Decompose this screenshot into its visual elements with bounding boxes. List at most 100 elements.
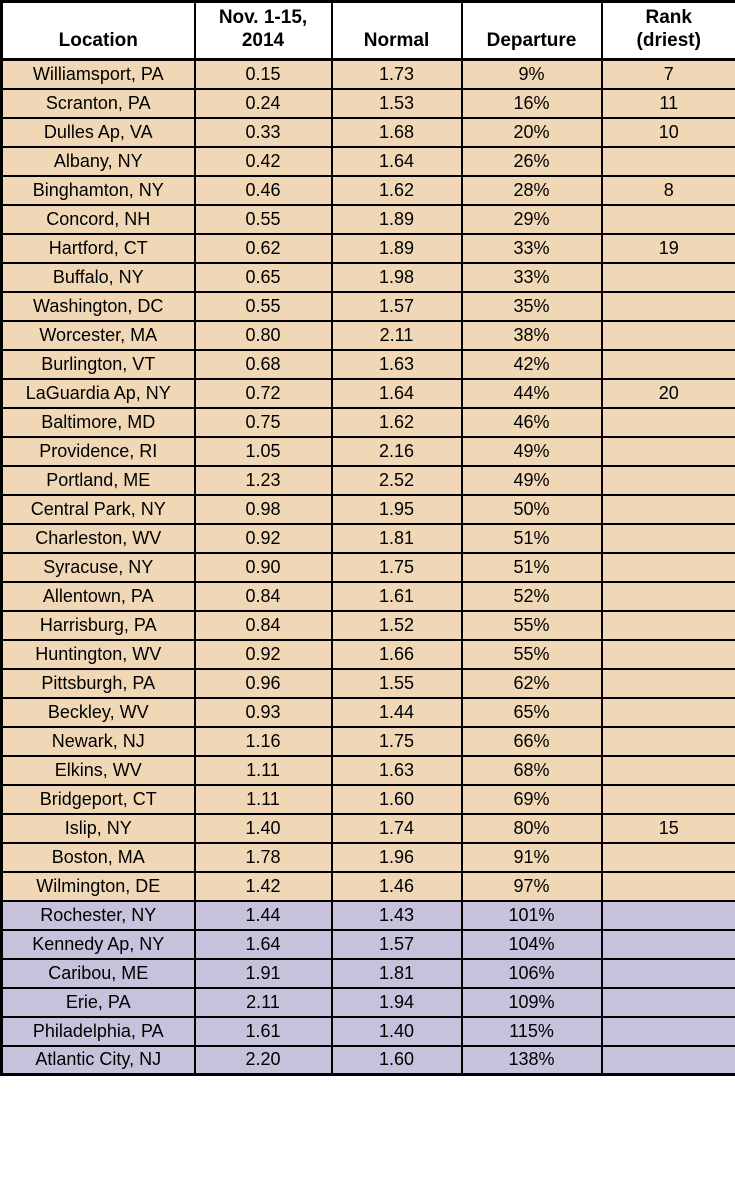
cell-nov_2014: 1.42 — [193, 870, 333, 902]
cell-nov_2014: 1.64 — [193, 928, 333, 960]
header-row: Location Nov. 1-15, 2014 Normal Departure Ran… — [0, 0, 735, 61]
cell-location: Scranton, PA — [0, 87, 196, 119]
cell-rank — [600, 870, 735, 902]
cell-location: Allentown, PA — [0, 580, 196, 612]
cell-normal: 1.75 — [330, 551, 463, 583]
cell-normal: 1.95 — [330, 493, 463, 525]
table-row: Harrisburg, PA 0.84 1.52 55% — [0, 609, 735, 641]
cell-nov_2014: 0.33 — [193, 116, 333, 148]
table-row: Central Park, NY 0.98 1.95 50% — [0, 493, 735, 525]
cell-normal: 1.57 — [330, 290, 463, 322]
cell-departure: 52% — [460, 580, 603, 612]
cell-rank — [600, 348, 735, 380]
cell-departure: 49% — [460, 435, 603, 467]
cell-nov_2014: 0.65 — [193, 261, 333, 293]
cell-rank — [600, 435, 735, 467]
cell-departure: 33% — [460, 232, 603, 264]
cell-normal: 1.73 — [330, 58, 463, 90]
cell-location: Baltimore, MD — [0, 406, 196, 438]
cell-nov_2014: 1.40 — [193, 812, 333, 844]
cell-departure: 97% — [460, 870, 603, 902]
cell-nov_2014: 1.11 — [193, 783, 333, 815]
cell-nov_2014: 0.96 — [193, 667, 333, 699]
cell-normal: 1.66 — [330, 638, 463, 670]
cell-nov_2014: 0.15 — [193, 58, 333, 90]
cell-rank — [600, 725, 735, 757]
table-row: Buffalo, NY 0.65 1.98 33% — [0, 261, 735, 293]
cell-location: Dulles Ap, VA — [0, 116, 196, 148]
cell-nov_2014: 0.92 — [193, 638, 333, 670]
cell-location: Burlington, VT — [0, 348, 196, 380]
cell-location: Williamsport, PA — [0, 58, 196, 90]
cell-nov_2014: 1.11 — [193, 754, 333, 786]
cell-departure: 55% — [460, 638, 603, 670]
cell-departure: 109% — [460, 986, 603, 1018]
table-row: Burlington, VT 0.68 1.63 42% — [0, 348, 735, 380]
cell-location: Portland, ME — [0, 464, 196, 496]
cell-nov_2014: 0.92 — [193, 522, 333, 554]
cell-departure: 115% — [460, 1015, 603, 1047]
cell-normal: 1.53 — [330, 87, 463, 119]
cell-rank — [600, 899, 735, 931]
cell-normal: 1.64 — [330, 377, 463, 409]
cell-nov_2014: 0.90 — [193, 551, 333, 583]
cell-departure: 101% — [460, 899, 603, 931]
table-row: Binghamton, NY 0.46 1.62 28% 8 — [0, 174, 735, 206]
cell-rank — [600, 957, 735, 989]
cell-normal: 1.81 — [330, 957, 463, 989]
cell-location: Albany, NY — [0, 145, 196, 177]
header-label-line: Location — [58, 30, 138, 52]
table-row: Rochester, NY 1.44 1.43 101% — [0, 899, 735, 931]
cell-normal: 1.98 — [330, 261, 463, 293]
cell-nov_2014: 0.93 — [193, 696, 333, 728]
cell-rank — [600, 290, 735, 322]
precipitation-table: Location Nov. 1-15, 2014 Normal Departure Ran… — [0, 0, 735, 1076]
table-row: Caribou, ME 1.91 1.81 106% — [0, 957, 735, 989]
cell-normal: 1.68 — [330, 116, 463, 148]
cell-location: Binghamton, NY — [0, 174, 196, 206]
cell-location: Erie, PA — [0, 986, 196, 1018]
header-cell-departure: Departure — [460, 0, 603, 61]
cell-normal: 1.61 — [330, 580, 463, 612]
cell-rank: 8 — [600, 174, 735, 206]
cell-nov_2014: 0.55 — [193, 290, 333, 322]
cell-normal: 1.62 — [330, 174, 463, 206]
cell-nov_2014: 0.62 — [193, 232, 333, 264]
header-cell-location: Location — [0, 0, 196, 61]
cell-normal: 1.94 — [330, 986, 463, 1018]
cell-nov_2014: 1.44 — [193, 899, 333, 931]
cell-departure: 104% — [460, 928, 603, 960]
cell-location: Hartford, CT — [0, 232, 196, 264]
cell-departure: 42% — [460, 348, 603, 380]
cell-nov_2014: 0.42 — [193, 145, 333, 177]
header-cell-nov_2014: Nov. 1-15, 2014 — [193, 0, 333, 61]
cell-rank — [600, 754, 735, 786]
cell-departure: 62% — [460, 667, 603, 699]
cell-normal: 1.46 — [330, 870, 463, 902]
cell-normal: 1.60 — [330, 1044, 463, 1076]
cell-nov_2014: 0.98 — [193, 493, 333, 525]
table-row: Baltimore, MD 0.75 1.62 46% — [0, 406, 735, 438]
cell-departure: 46% — [460, 406, 603, 438]
table-body: Williamsport, PA 0.15 1.73 9% 7 Scranton, PA 0… — [0, 58, 735, 1076]
cell-location: Harrisburg, PA — [0, 609, 196, 641]
cell-rank — [600, 841, 735, 873]
cell-normal: 1.96 — [330, 841, 463, 873]
cell-location: Elkins, WV — [0, 754, 196, 786]
cell-nov_2014: 0.24 — [193, 87, 333, 119]
header-cell-rank: Rank (driest) — [600, 0, 735, 61]
header-label-line: Rank — [645, 6, 692, 28]
cell-normal: 2.16 — [330, 435, 463, 467]
cell-location: Philadelphia, PA — [0, 1015, 196, 1047]
cell-departure: 91% — [460, 841, 603, 873]
cell-nov_2014: 0.84 — [193, 580, 333, 612]
cell-departure: 33% — [460, 261, 603, 293]
cell-rank: 11 — [600, 87, 735, 119]
cell-departure: 68% — [460, 754, 603, 786]
cell-normal: 2.52 — [330, 464, 463, 496]
table-row: Allentown, PA 0.84 1.61 52% — [0, 580, 735, 612]
cell-normal: 1.63 — [330, 348, 463, 380]
table-row: Scranton, PA 0.24 1.53 16% 11 — [0, 87, 735, 119]
cell-location: Boston, MA — [0, 841, 196, 873]
cell-nov_2014: 2.11 — [193, 986, 333, 1018]
